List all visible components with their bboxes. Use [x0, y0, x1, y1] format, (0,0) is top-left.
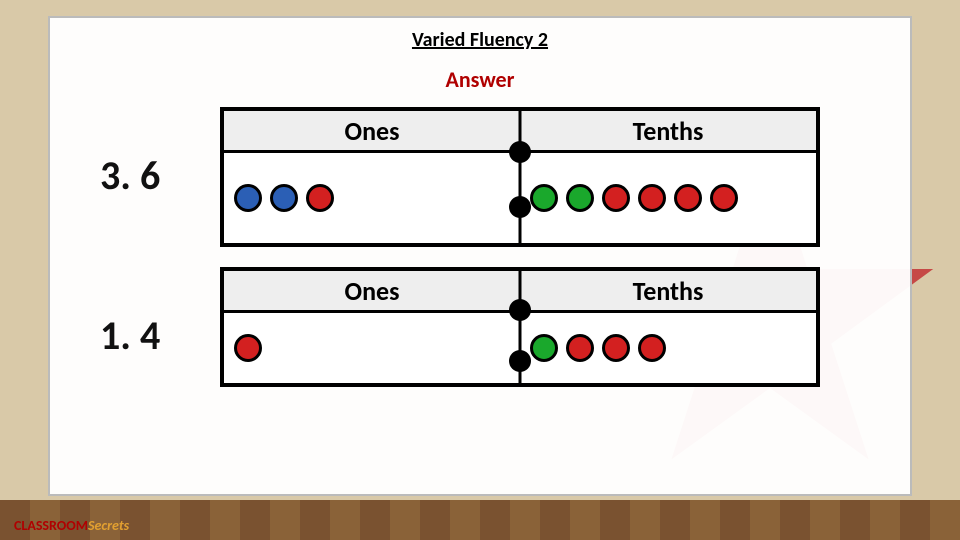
counter-icon	[270, 184, 298, 212]
counter-icon	[234, 334, 262, 362]
place-value-chart: OnesTenths	[220, 107, 820, 247]
ones-cell	[224, 313, 520, 383]
floor-texture	[0, 500, 960, 540]
col-header-tenths: Tenths	[520, 111, 816, 150]
rows-container: 3. 6OnesTenths1. 4OnesTenths	[70, 107, 890, 387]
number-label: 3. 6	[70, 107, 220, 200]
counter-icon	[566, 334, 594, 362]
content-box: Varied Fluency 2 Answer 3. 6OnesTenths1.…	[48, 16, 912, 496]
decimal-point-icon	[509, 350, 531, 372]
decimal-point-icon	[509, 141, 531, 163]
col-header-tenths: Tenths	[520, 271, 816, 310]
brand-logo: CLASSROOMSecrets	[14, 517, 129, 534]
counter-icon	[674, 184, 702, 212]
tenths-cell	[520, 153, 816, 243]
counter-icon	[602, 184, 630, 212]
counter-icon	[638, 184, 666, 212]
slide: Varied Fluency 2 Answer 3. 6OnesTenths1.…	[0, 0, 960, 540]
counter-icon	[638, 334, 666, 362]
logo-part-2: Secrets	[88, 517, 129, 534]
counter-icon	[602, 334, 630, 362]
decimal-point-icon	[509, 196, 531, 218]
number-label: 1. 4	[70, 267, 220, 360]
logo-part-1: CLASSROOM	[14, 517, 88, 534]
counter-icon	[710, 184, 738, 212]
vertical-divider	[519, 111, 522, 243]
tenths-cell	[520, 313, 816, 383]
decimal-point-icon	[509, 299, 531, 321]
counter-icon	[530, 184, 558, 212]
page-title: Varied Fluency 2	[70, 28, 890, 52]
counter-icon	[530, 334, 558, 362]
counter-icon	[234, 184, 262, 212]
place-value-chart: OnesTenths	[220, 267, 820, 387]
counter-icon	[306, 184, 334, 212]
page-subtitle: Answer	[70, 66, 890, 93]
ones-cell	[224, 153, 520, 243]
col-header-ones: Ones	[224, 271, 520, 310]
col-header-ones: Ones	[224, 111, 520, 150]
place-value-row: 1. 4OnesTenths	[70, 267, 890, 387]
counter-icon	[566, 184, 594, 212]
place-value-row: 3. 6OnesTenths	[70, 107, 890, 247]
